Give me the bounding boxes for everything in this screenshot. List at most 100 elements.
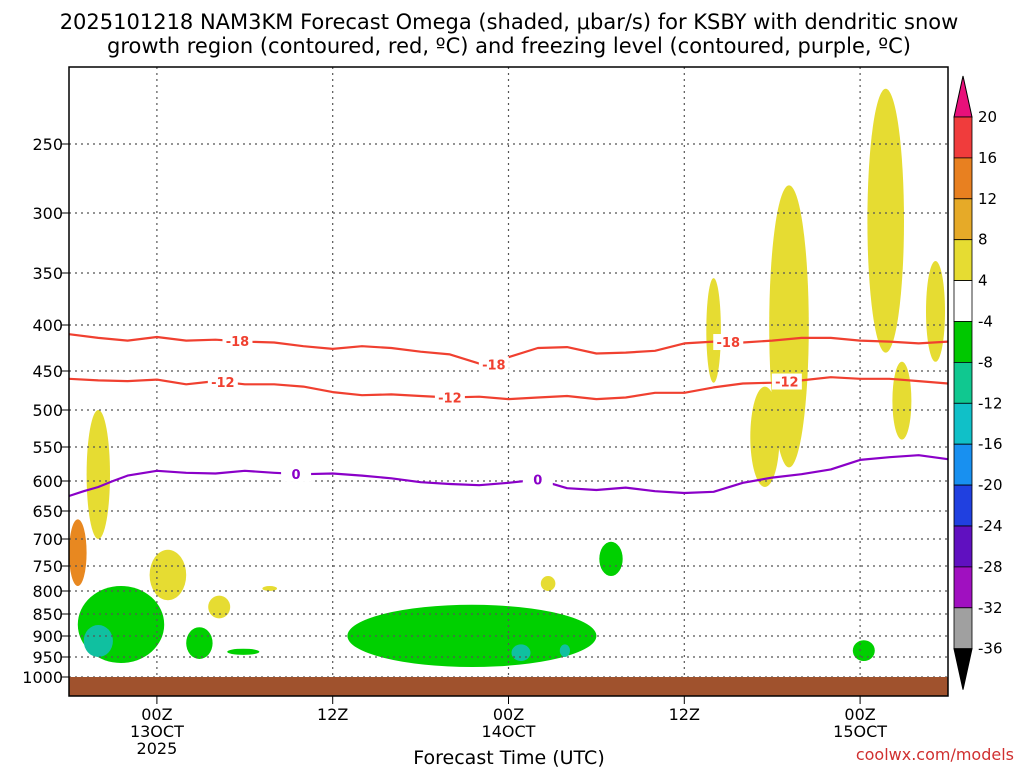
- y-tick-label-600: 600: [32, 472, 63, 491]
- y-tick-label-950: 950: [32, 648, 63, 667]
- omega-region-3: [208, 595, 231, 619]
- isotherm-line-0: [68, 454, 949, 498]
- isotherm-label-bg--18-1: [713, 334, 744, 351]
- isotherm-label--12-1: -12: [775, 376, 799, 391]
- omega-region-6: [83, 625, 113, 657]
- colorbar-bin-7: [953, 402, 973, 445]
- y-tick-label-800: 800: [32, 582, 63, 601]
- colorbar-bin-3: [953, 239, 973, 281]
- colorbar-label-0: 20: [978, 108, 997, 126]
- omega-region-17: [867, 88, 904, 353]
- isotherm-label-0-1: 0: [533, 474, 542, 489]
- y-tick-label-1000: 1000: [22, 668, 63, 687]
- colorbar-label-8: -16: [978, 435, 1003, 453]
- omega-region-13: [599, 541, 623, 577]
- colorbar-label-9: -20: [978, 476, 1003, 494]
- colorbar-bin-2: [953, 198, 973, 241]
- isotherm-label-bg--12-2: [434, 389, 465, 406]
- omega-region-14: [706, 278, 721, 383]
- colorbar-label-4: 4: [978, 272, 988, 290]
- x-tick-label-30-1: 14OCT: [482, 722, 536, 741]
- omega-region-19: [926, 261, 945, 362]
- x-tick-label-42-0: 12Z: [669, 705, 700, 724]
- colorbar-label-12: -32: [978, 599, 1003, 617]
- colorbar-label-11: -28: [978, 558, 1003, 576]
- isotherm-label-bg--18-2: [478, 356, 509, 373]
- colorbar-bin-4: [953, 280, 973, 322]
- x-tick-label-6-1: 13OCT: [130, 722, 184, 741]
- colorbar-label-2: 12: [978, 190, 997, 208]
- isotherm-label--18-2: -18: [482, 359, 506, 374]
- x-tick-label-54-1: 15OCT: [833, 722, 887, 741]
- x-tick-label-54-0: 00Z: [844, 705, 875, 724]
- colorbar-label-3: 8: [978, 231, 988, 249]
- y-tick-label-700: 700: [32, 530, 63, 549]
- ground-surface: [69, 677, 948, 696]
- omega-region-11: [559, 644, 571, 657]
- colorbar-label-1: 16: [978, 149, 997, 167]
- colorbar-label-13: -36: [978, 640, 1003, 658]
- isotherm-label--12-0: -12: [211, 376, 235, 391]
- y-tick-label-900: 900: [32, 627, 63, 646]
- colorbar-bin-1: [953, 157, 973, 200]
- colorbar: 20 16 12 8 4 -4 -8 -12 -16 -20 -24 -28 -32 -36: [953, 75, 1003, 690]
- omega-region-1: [69, 519, 87, 586]
- y-tick-label-550: 550: [32, 438, 63, 457]
- x-tick-label-6-2: 2025: [137, 739, 178, 758]
- colorbar-bin-10: [953, 525, 973, 568]
- credit-text: coolwx.com/models: [856, 745, 1014, 764]
- isotherm-label-0-0: 0: [292, 468, 301, 483]
- colorbar-bottom-arrow: [953, 648, 973, 690]
- isotherm-label-bg-0-0: [281, 465, 312, 482]
- colorbar-label-7: -12: [978, 394, 1003, 412]
- chart-title-line-1: 2025101218 NAM3KM Forecast Omega (shaded…: [60, 10, 959, 34]
- omega-region-15: [750, 386, 780, 487]
- omega-region-4: [262, 586, 278, 591]
- isotherm-label--12-2: -12: [438, 392, 462, 407]
- x-tick-label-30-0: 00Z: [493, 705, 524, 724]
- x-tick-label-18-0: 12Z: [317, 705, 348, 724]
- omega-region-2: [149, 549, 187, 601]
- y-tick-label-250: 250: [32, 135, 63, 154]
- isotherm-label--18-0: -18: [226, 335, 250, 350]
- omega-region-20: [852, 640, 875, 661]
- omega-region-8: [227, 648, 260, 655]
- y-tick-label-650: 650: [32, 502, 63, 521]
- colorbar-bin-11: [953, 566, 973, 609]
- isotherm-label-bg-0-1: [522, 471, 553, 488]
- plot-area: -18 -18 -18 -12 -12 -12 0 0: [68, 66, 949, 697]
- y-axis: 250 300 350 400 450 500 550 600 650 700 750 800 850 9…: [22, 135, 69, 687]
- isotherm-label-bg--18-0: [222, 333, 253, 350]
- isotherm-label-bg--12-1: [771, 373, 802, 390]
- omega-region-7: [186, 627, 213, 659]
- x-axis-label: Forecast Time (UTC): [413, 747, 604, 768]
- colorbar-label-10: -24: [978, 517, 1003, 535]
- y-tick-label-450: 450: [32, 362, 63, 381]
- colorbar-bin-9: [953, 484, 973, 527]
- y-tick-label-500: 500: [32, 401, 63, 420]
- colorbar-bin-5: [953, 321, 973, 363]
- colorbar-label-6: -8: [978, 353, 993, 371]
- omega-region-10: [511, 644, 531, 661]
- colorbar-bin-6: [953, 361, 973, 404]
- colorbar-bin-0: [953, 116, 973, 159]
- y-tick-label-300: 300: [32, 204, 63, 223]
- chart-title-line-2: growth region (contoured, red, ºC) and f…: [107, 34, 911, 58]
- colorbar-bin-12: [953, 607, 973, 650]
- omega-region-18: [892, 361, 912, 440]
- omega-region-16: [769, 185, 809, 468]
- colorbar-bin-8: [953, 443, 973, 486]
- colorbar-label-5: -4: [978, 313, 993, 331]
- isotherm-label--18-1: -18: [717, 336, 741, 351]
- omega-region-12: [540, 576, 556, 591]
- y-tick-label-850: 850: [32, 605, 63, 624]
- omega-region-0: [86, 410, 111, 539]
- colorbar-top-arrow: [953, 75, 973, 118]
- isotherm-contours: -18 -18 -18 -12 -12 -12 0 0: [68, 333, 949, 498]
- y-tick-label-750: 750: [32, 557, 63, 576]
- y-tick-label-400: 400: [32, 316, 63, 335]
- y-tick-label-350: 350: [32, 264, 63, 283]
- x-tick-label-6-0: 00Z: [141, 705, 172, 724]
